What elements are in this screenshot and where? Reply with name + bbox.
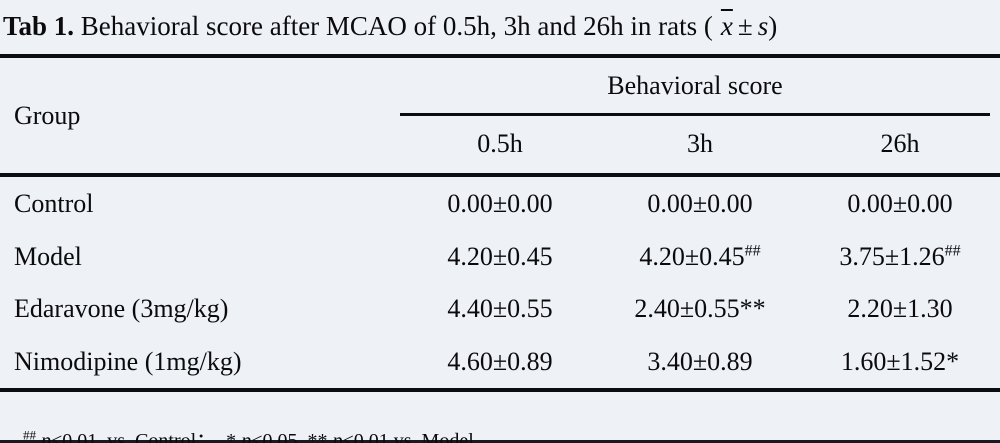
cell-value: 3.75±1.26 xyxy=(839,241,945,271)
header-rule xyxy=(0,173,1000,177)
cell-value: 0.00±0.00 xyxy=(647,189,753,219)
behavioral-score-underline xyxy=(400,113,990,116)
cell-value: 4.20±0.45 xyxy=(447,241,553,271)
time-column-headers: 0.5h 3h 26h xyxy=(400,129,1000,159)
table-cell: 3.75±1.26## xyxy=(800,242,1000,272)
table-cell: 2.20±1.30 xyxy=(800,294,1000,324)
plus-minus-symbol: ± xyxy=(737,11,753,41)
table-cell: 4.40±0.55 xyxy=(400,294,600,324)
footnote: ## p<0.01, vs. Control； * p<0.05, ** p<0… xyxy=(3,401,474,443)
column-header-26h: 26h xyxy=(880,129,920,158)
cell-superscript: ## xyxy=(944,242,961,260)
table-cell: 0.00±0.00 xyxy=(400,189,600,219)
cell-value: 1.60±1.52* xyxy=(840,346,960,376)
table-title: Tab 1. Behavioral score after MCAO of 0.… xyxy=(3,11,777,42)
footnote-segment: <0.01, vs. Control； * xyxy=(51,430,242,443)
table-cell: 4.20±0.45 xyxy=(400,242,600,272)
bottom-rule xyxy=(0,388,1000,392)
cell-superscript: ## xyxy=(744,242,761,260)
column-header-05h: 0.5h xyxy=(477,129,523,158)
column-header-3h: 3h xyxy=(687,129,713,158)
row-group-label: Model xyxy=(14,241,82,271)
table-title-text: Behavioral score after MCAO of 0.5h, 3h … xyxy=(74,11,713,41)
footnote-segment: <0.05, ** xyxy=(251,430,333,443)
table-cell: 0.00±0.00 xyxy=(600,189,800,219)
cell-value: 4.40±0.55 xyxy=(447,294,553,324)
table-cell: 3.40±0.89 xyxy=(600,347,800,377)
cell-value: 4.60±0.89 xyxy=(447,346,553,376)
row-group-label: Nimodipine (1mg/kg) xyxy=(14,346,242,376)
table-row: Nimodipine (1mg/kg) 4.60±0.89 3.40±0.89 … xyxy=(0,336,1000,389)
row-group-label: Edaravone (3mg/kg) xyxy=(14,294,229,324)
table-cell: 4.60±0.89 xyxy=(400,347,600,377)
mean-symbol: x xyxy=(720,11,733,41)
footnote-segment: <0.01 vs. Model xyxy=(342,430,474,443)
table-row: Control 0.00±0.00 0.00±0.00 0.00±0.00 xyxy=(0,178,1000,231)
table-cell: 2.40±0.55** xyxy=(600,294,800,324)
footnote-superscript: ## xyxy=(23,427,36,443)
top-rule xyxy=(0,54,1000,58)
cell-value: 3.40±0.89 xyxy=(647,346,753,376)
table-cell: 1.60±1.52* xyxy=(800,347,1000,377)
column-header-group: Group xyxy=(14,100,81,130)
sd-symbol: s xyxy=(757,11,769,41)
cell-value: 4.20±0.45 xyxy=(639,241,745,271)
figure-bottom-edge xyxy=(0,440,1000,443)
table-row: Model 4.20±0.45 4.20±0.45## 3.75±1.26## xyxy=(0,231,1000,284)
close-paren: ) xyxy=(768,11,778,41)
p-symbol: p xyxy=(41,430,51,443)
cell-value: 0.00±0.00 xyxy=(847,189,953,219)
table-body: Control 0.00±0.00 0.00±0.00 0.00±0.00 Mo… xyxy=(0,178,1000,388)
table-cell: 4.20±0.45## xyxy=(600,242,800,272)
p-symbol: p xyxy=(241,430,252,443)
p-symbol: p xyxy=(332,430,343,443)
table-cell: 0.00±0.00 xyxy=(800,189,1000,219)
column-header-behavioral-score: Behavioral score xyxy=(607,71,783,100)
row-group-label: Control xyxy=(14,189,94,219)
cell-value: 2.40±0.55** xyxy=(634,294,766,324)
cell-value: 0.00±0.00 xyxy=(447,189,553,219)
table-row: Edaravone (3mg/kg) 4.40±0.55 2.40±0.55**… xyxy=(0,283,1000,336)
table-title-label: Tab 1. xyxy=(3,11,75,41)
cell-value: 2.20±1.30 xyxy=(847,294,953,324)
